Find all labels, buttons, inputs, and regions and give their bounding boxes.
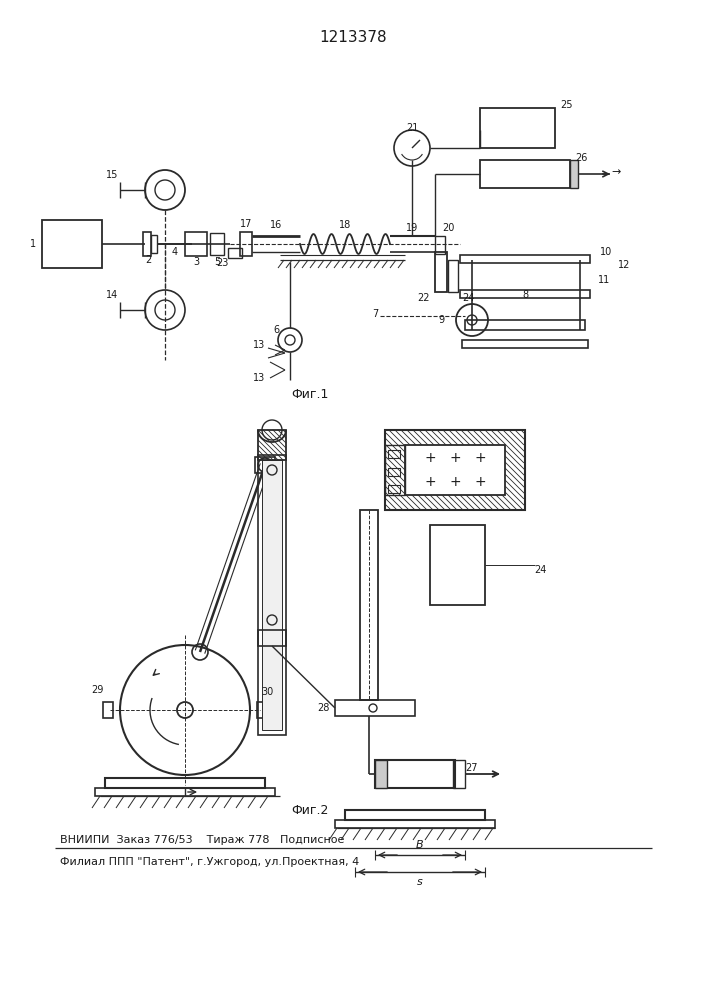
Text: 1: 1 <box>30 239 36 249</box>
Text: 11: 11 <box>598 275 610 285</box>
Text: 27: 27 <box>465 763 477 773</box>
Bar <box>570 160 578 188</box>
Text: s: s <box>417 877 423 887</box>
Text: Фиг.2: Фиг.2 <box>291 804 329 816</box>
Bar <box>151 235 157 253</box>
Bar <box>375 760 387 788</box>
Text: Филиал ППП "Патент", г.Ужгород, ул.Проектная, 4: Филиал ППП "Патент", г.Ужгород, ул.Проек… <box>60 857 359 867</box>
Bar <box>262 460 282 730</box>
Text: →: → <box>612 167 621 177</box>
Bar <box>103 702 113 718</box>
Bar <box>258 630 286 646</box>
Bar <box>385 430 525 510</box>
Text: 14: 14 <box>106 290 118 300</box>
Text: 2: 2 <box>145 255 151 265</box>
Bar <box>42 220 102 268</box>
Bar <box>185 232 207 256</box>
Bar <box>465 320 585 330</box>
Bar <box>462 340 588 348</box>
Bar <box>143 232 151 256</box>
Text: 25: 25 <box>560 100 573 110</box>
Text: +: + <box>424 451 436 465</box>
Text: 3: 3 <box>193 257 199 267</box>
Bar <box>480 160 570 188</box>
Bar <box>388 450 400 458</box>
Bar <box>460 255 590 263</box>
Text: 1213378: 1213378 <box>319 30 387 45</box>
Bar <box>95 788 275 796</box>
Bar <box>258 430 286 460</box>
Text: +: + <box>449 475 461 489</box>
Bar <box>460 290 590 298</box>
Bar <box>210 233 224 255</box>
Bar <box>257 702 267 718</box>
Text: +: + <box>474 475 486 489</box>
Text: 6: 6 <box>274 325 280 335</box>
Text: 10: 10 <box>600 247 612 257</box>
Text: ВНИИПИ  Заказ 776/53    Тираж 778   Подписное: ВНИИПИ Заказ 776/53 Тираж 778 Подписное <box>60 835 344 845</box>
Text: 29: 29 <box>90 685 103 695</box>
Text: 23: 23 <box>216 258 228 268</box>
Text: 9: 9 <box>439 315 445 325</box>
Text: +: + <box>474 451 486 465</box>
Text: 13: 13 <box>252 340 265 350</box>
Text: 30: 30 <box>261 687 273 697</box>
Bar <box>345 810 485 820</box>
Bar <box>435 252 447 292</box>
Text: 28: 28 <box>317 703 330 713</box>
Text: +: + <box>449 451 461 465</box>
Text: 21: 21 <box>406 123 418 133</box>
Bar <box>255 457 275 473</box>
Text: 8: 8 <box>522 290 528 300</box>
Bar <box>388 485 400 493</box>
Text: 15: 15 <box>105 170 118 180</box>
Bar <box>448 260 458 292</box>
Bar <box>453 760 465 788</box>
Text: 24: 24 <box>534 565 547 575</box>
Bar <box>335 820 495 828</box>
Bar <box>105 778 265 788</box>
Text: 20: 20 <box>442 223 454 233</box>
Text: 22: 22 <box>418 293 430 303</box>
Text: 13: 13 <box>252 373 265 383</box>
Text: 24: 24 <box>462 293 474 303</box>
Text: 12: 12 <box>618 260 631 270</box>
Text: +: + <box>424 475 436 489</box>
Bar <box>480 108 555 148</box>
Text: B: B <box>416 840 423 850</box>
Text: 19: 19 <box>406 223 418 233</box>
Text: 17: 17 <box>240 219 252 229</box>
Bar <box>435 236 445 254</box>
Bar <box>360 510 378 700</box>
Bar <box>430 525 485 605</box>
Text: 7: 7 <box>372 309 378 319</box>
Bar <box>258 455 286 735</box>
Text: 5: 5 <box>214 257 220 267</box>
Bar <box>335 700 415 716</box>
Text: 16: 16 <box>270 220 282 230</box>
Bar <box>388 468 400 476</box>
Text: 26: 26 <box>575 153 588 163</box>
Text: 4: 4 <box>172 247 178 257</box>
Bar <box>228 248 242 258</box>
Text: Фиг.1: Фиг.1 <box>291 388 329 401</box>
Bar <box>385 445 405 495</box>
Text: 18: 18 <box>339 220 351 230</box>
Bar <box>405 445 505 495</box>
Bar <box>240 232 252 256</box>
Bar <box>375 760 455 788</box>
